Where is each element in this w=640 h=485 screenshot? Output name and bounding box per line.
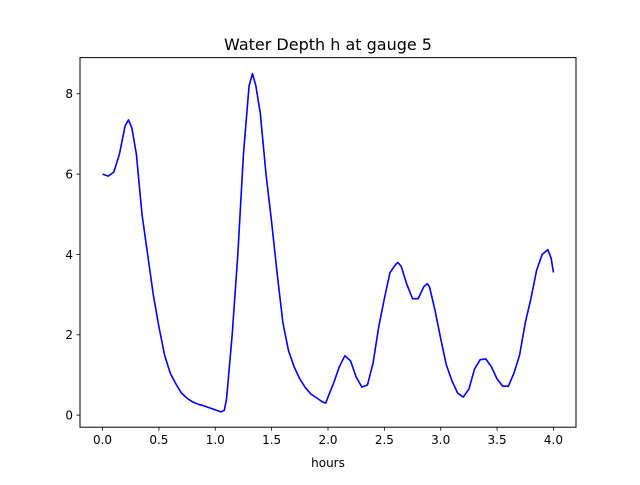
y-tick-label: 2 <box>65 328 73 342</box>
x-tick-label: 3.0 <box>431 433 450 447</box>
plot-area-background <box>80 57 576 428</box>
y-tick-label: 8 <box>65 87 73 101</box>
line-layer <box>102 72 555 413</box>
x-tick-label: 4.0 <box>544 433 563 447</box>
x-tick-label: 1.0 <box>206 433 225 447</box>
y-tick-label: 4 <box>65 248 73 262</box>
series-line-0 <box>102 72 555 413</box>
x-tick-label: 2.5 <box>375 433 394 447</box>
x-tick-label: 2.0 <box>318 433 337 447</box>
x-tick-label: 1.5 <box>262 433 281 447</box>
y-tick-label: 0 <box>65 408 73 422</box>
x-axis-ticks: 0.0 0.5 1.0 1.5 2.0 2.5 3.0 3.5 4.0 <box>93 427 563 447</box>
y-tick-label: 6 <box>65 167 73 181</box>
y-axis-ticks: 0 2 4 6 8 <box>65 87 80 422</box>
chart-title: Water Depth h at gauge 5 <box>224 35 432 54</box>
x-tick-label: 0.5 <box>149 433 168 447</box>
x-tick-label: 0.0 <box>93 433 112 447</box>
x-tick-label: 3.5 <box>488 433 507 447</box>
x-axis-label: hours <box>311 456 345 470</box>
